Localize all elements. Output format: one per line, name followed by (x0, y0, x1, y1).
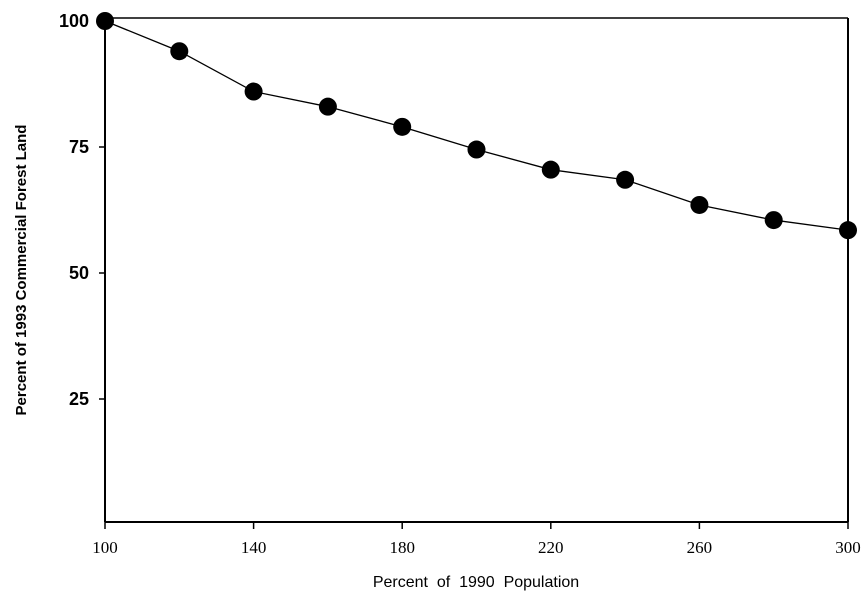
y-tick-label: 25 (69, 389, 89, 409)
x-tick-label: 300 (835, 538, 861, 557)
data-point (96, 12, 114, 30)
x-tick-label: 220 (538, 538, 564, 557)
x-axis-title: Percent of 1990 Population (373, 574, 579, 591)
data-point (244, 82, 263, 101)
x-tick-label: 100 (92, 538, 118, 557)
y-tick-label: 50 (69, 263, 89, 283)
data-point (690, 195, 709, 214)
data-point (541, 160, 560, 179)
series-group (96, 12, 857, 240)
x-tick-label: 260 (687, 538, 713, 557)
data-point (839, 221, 857, 240)
y-axis-title: Percent of 1993 Commercial Forest Land (13, 125, 30, 416)
series-line (104, 20, 849, 231)
y-tick-label: 100 (59, 11, 89, 31)
data-point (764, 211, 783, 230)
data-point (170, 42, 189, 61)
x-tick-label: 180 (389, 538, 415, 557)
x-tick-label: 140 (241, 538, 267, 557)
y-axis-ticks: 100 75 50 25 (59, 11, 105, 409)
data-point (393, 117, 412, 136)
x-axis-ticks: 100 140 180 220 260 300 (92, 522, 861, 557)
data-point (318, 97, 337, 116)
data-point (616, 170, 635, 189)
data-point (467, 140, 486, 159)
y-tick-label: 75 (69, 137, 89, 157)
